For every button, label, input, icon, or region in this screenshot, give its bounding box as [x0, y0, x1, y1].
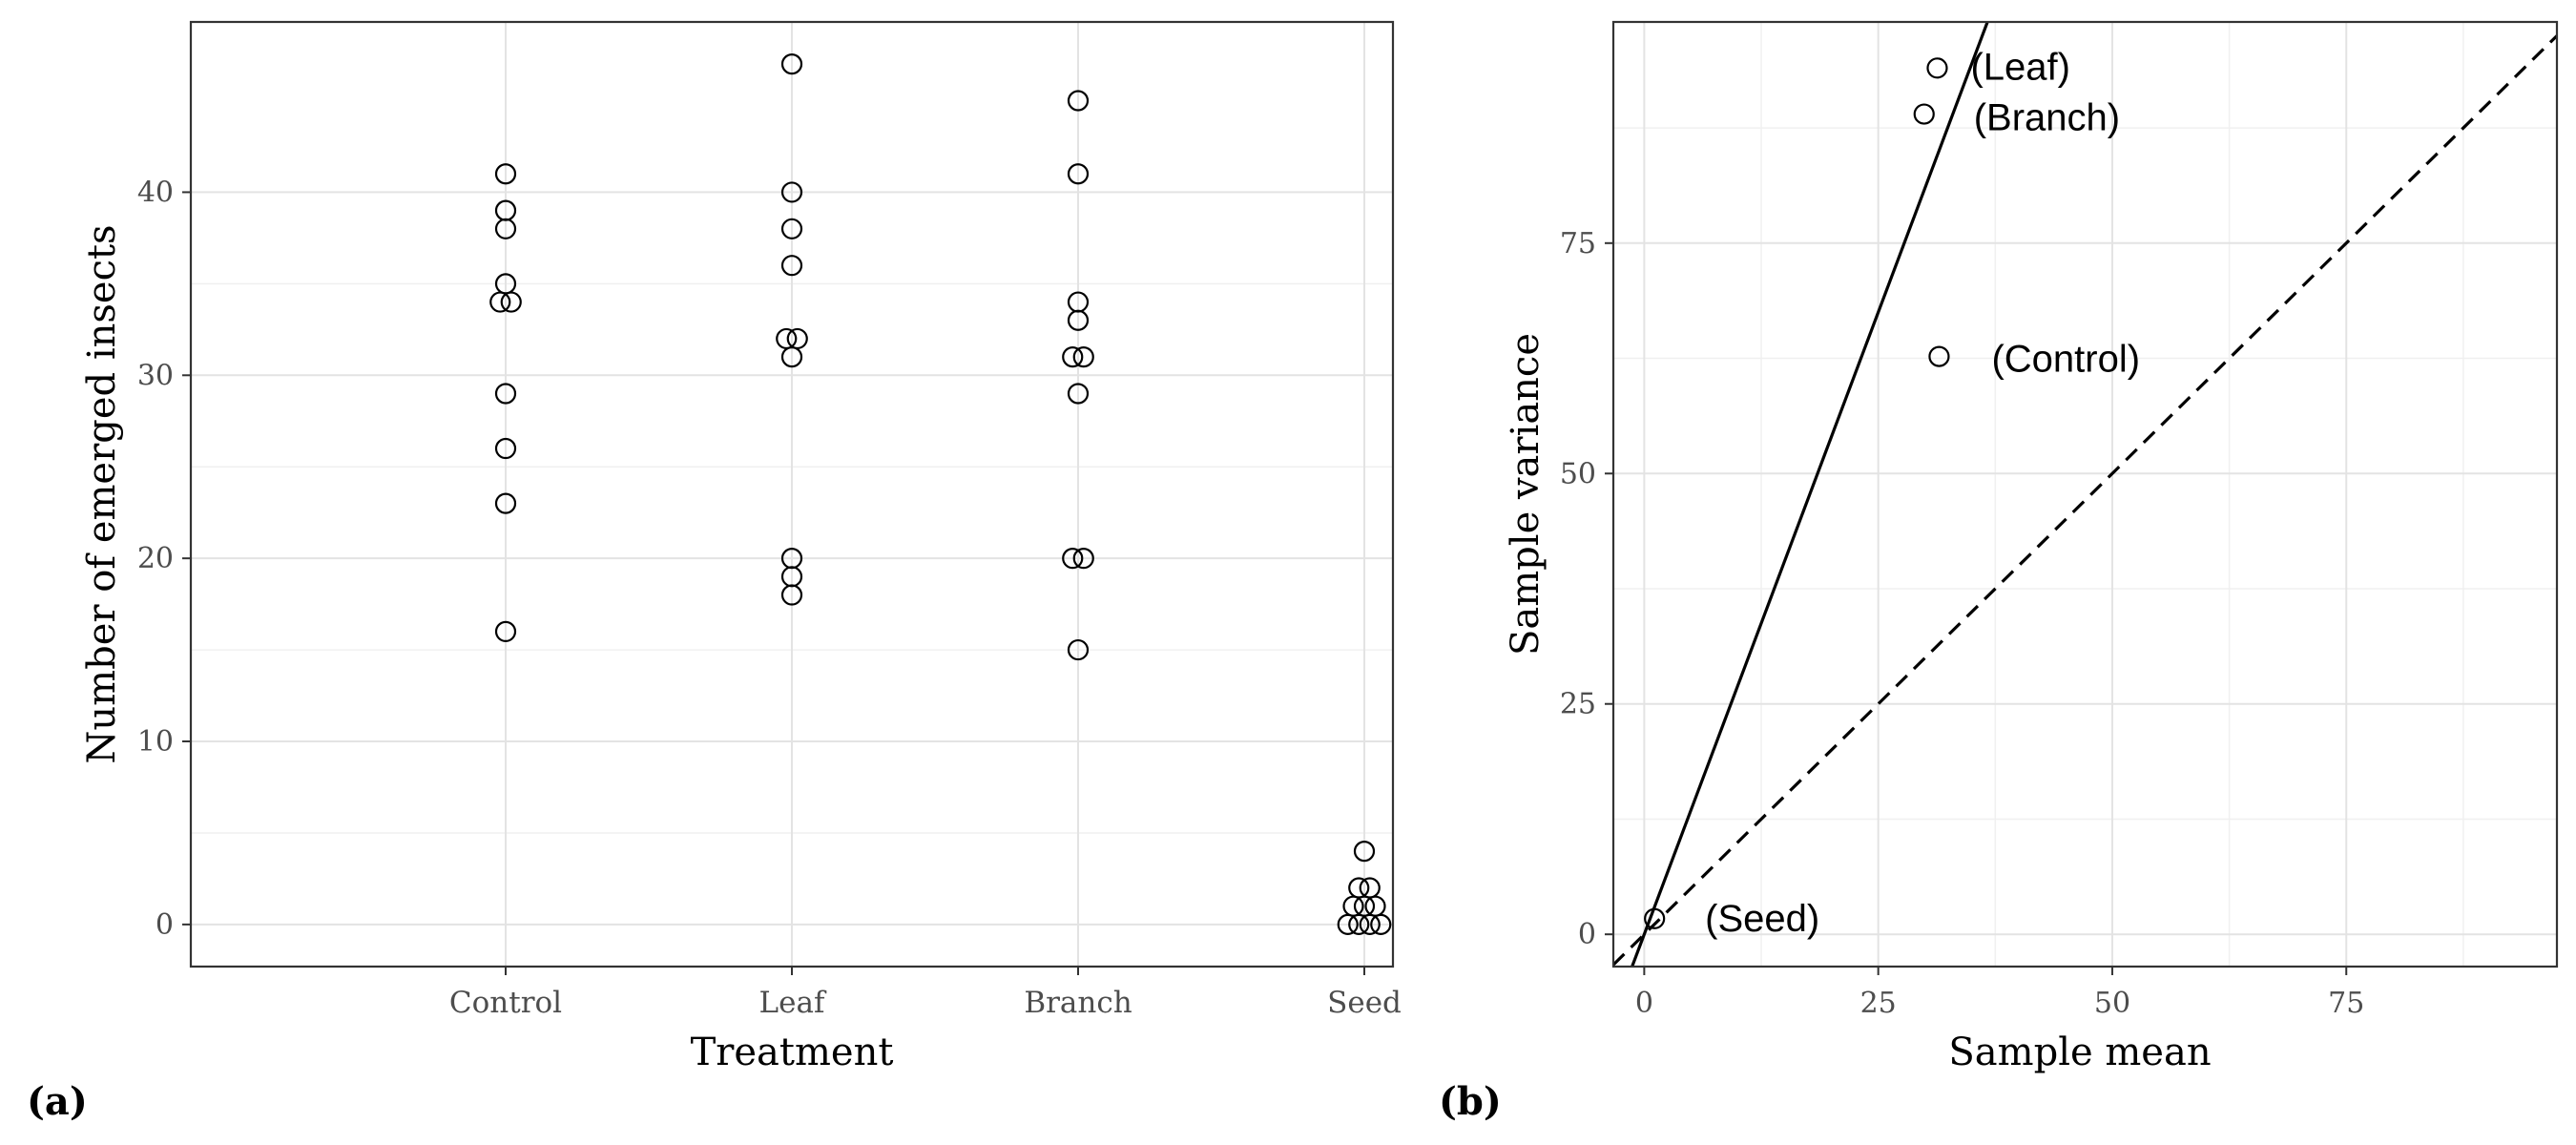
panel-a-point-seed [1353, 841, 1376, 863]
panel-a-point-leaf [780, 584, 803, 606]
panel-a-tag: (a) [27, 1079, 88, 1124]
panel-b-point-branch [1913, 103, 1935, 125]
panel-a-point-branch [1067, 90, 1090, 112]
panel-a-point-branch [1067, 383, 1090, 405]
panel-b-y-axis-title: Sample variance [1504, 333, 1548, 656]
panel-a-x-tick-label: Seed [1327, 986, 1402, 1020]
panel-b-x-axis-title: Sample mean [1948, 1030, 2211, 1074]
panel-b-label-control: (Control) [1991, 339, 2140, 381]
panel-b-fitted-line [1630, 22, 1989, 967]
panel-a-point-branch [1067, 163, 1090, 185]
panel-b-identity-line [1613, 34, 2557, 967]
panel-b-gridlines [1613, 22, 2557, 967]
panel-a-y-axis-title: Number of emerged insects [80, 224, 124, 763]
panel-a-point-control [494, 492, 517, 514]
panel-a-point-seed [1348, 913, 1370, 935]
panel-a-point-branch [1067, 638, 1090, 661]
panel-a-point-branch [1067, 309, 1090, 331]
panel-b-points [1644, 57, 1950, 929]
panel-a-y-tick-label: 10 [137, 725, 174, 759]
panel-b-y-tick-label: 25 [1560, 688, 1596, 721]
panel-b-point-labels: (Leaf) (Branch) (Control) (Seed) [1705, 46, 2140, 939]
panel-a-points [489, 53, 1392, 935]
panel-b-y-tick-label: 50 [1560, 457, 1596, 490]
panel-a-point-seed [1370, 913, 1392, 935]
panel-a-point-branch [1062, 548, 1084, 570]
panel-a-y-ticks: 0 10 20 30 40 [137, 176, 191, 942]
panel-b-y-tick-label: 75 [1560, 227, 1596, 260]
panel-a-x-tick-label: Control [449, 986, 562, 1020]
panel-a-gridlines [191, 22, 1393, 967]
panel-a-point-leaf [780, 346, 803, 368]
panel-b-x-tick-label: 25 [1860, 987, 1897, 1020]
panel-a-point-control [494, 218, 517, 239]
panel-a-y-tick-label: 30 [137, 359, 174, 392]
panel-a-point-control [494, 163, 517, 185]
panel-a-point-leaf [780, 255, 803, 277]
panel-a-x-tick-label: Leaf [759, 986, 827, 1020]
panel-b-x-ticks: 0 25 50 75 [1635, 967, 2364, 1020]
panel-b-mean-variance: (Leaf) (Branch) (Control) (Seed) 0 25 50 75 0 2… [1439, 20, 2559, 1124]
panel-a-point-control [494, 437, 517, 460]
panel-a-point-control [494, 620, 517, 642]
panel-b-plot-area [1613, 22, 2557, 967]
panel-b-y-ticks: 0 25 50 75 [1560, 227, 1613, 951]
panel-b-x-tick-label: 50 [2094, 987, 2130, 1020]
panel-a-x-axis-title: Treatment [691, 1030, 894, 1074]
panel-b-x-tick-label: 0 [1635, 987, 1653, 1020]
panel-a-point-control [494, 383, 517, 405]
panel-a-point-branch [1072, 548, 1094, 570]
panel-b-reference-lines [1613, 22, 2557, 967]
panel-b-x-tick-label: 75 [2328, 987, 2364, 1020]
panel-a-point-branch [1062, 346, 1084, 368]
panel-a-dotplot: 0 10 20 30 40 Control Leaf Branch Seed Treatmen… [27, 20, 1402, 1124]
panel-a-y-tick-label: 20 [137, 542, 174, 575]
panel-b-label-seed: (Seed) [1705, 898, 1819, 940]
panel-a-point-branch [1072, 346, 1094, 368]
panel-a-point-seed [1359, 913, 1381, 935]
panel-b-label-leaf: (Leaf) [1970, 46, 2070, 88]
panel-b-border [1611, 20, 2559, 968]
panel-b-label-branch: (Branch) [1974, 97, 2120, 139]
panel-b-point-leaf [1926, 57, 1948, 79]
panel-b-point-control [1928, 345, 1950, 367]
panel-b-tag: (b) [1439, 1079, 1502, 1124]
panel-a-point-control [500, 291, 522, 313]
panel-a-y-tick-label: 40 [137, 176, 174, 209]
panel-a-point-seed [1337, 913, 1359, 935]
panel-b-y-tick-label: 0 [1578, 918, 1596, 951]
panel-b-point-seed [1644, 907, 1666, 929]
panel-a-x-tick-label: Branch [1024, 986, 1132, 1020]
panel-a-point-leaf [780, 181, 803, 203]
panel-a-point-leaf [780, 218, 803, 239]
panel-a-x-ticks: Control Leaf Branch Seed [449, 967, 1402, 1020]
panel-a-point-leaf [780, 53, 803, 75]
panel-a-y-tick-label: 0 [156, 908, 174, 942]
panel-a-point-control [489, 291, 511, 313]
